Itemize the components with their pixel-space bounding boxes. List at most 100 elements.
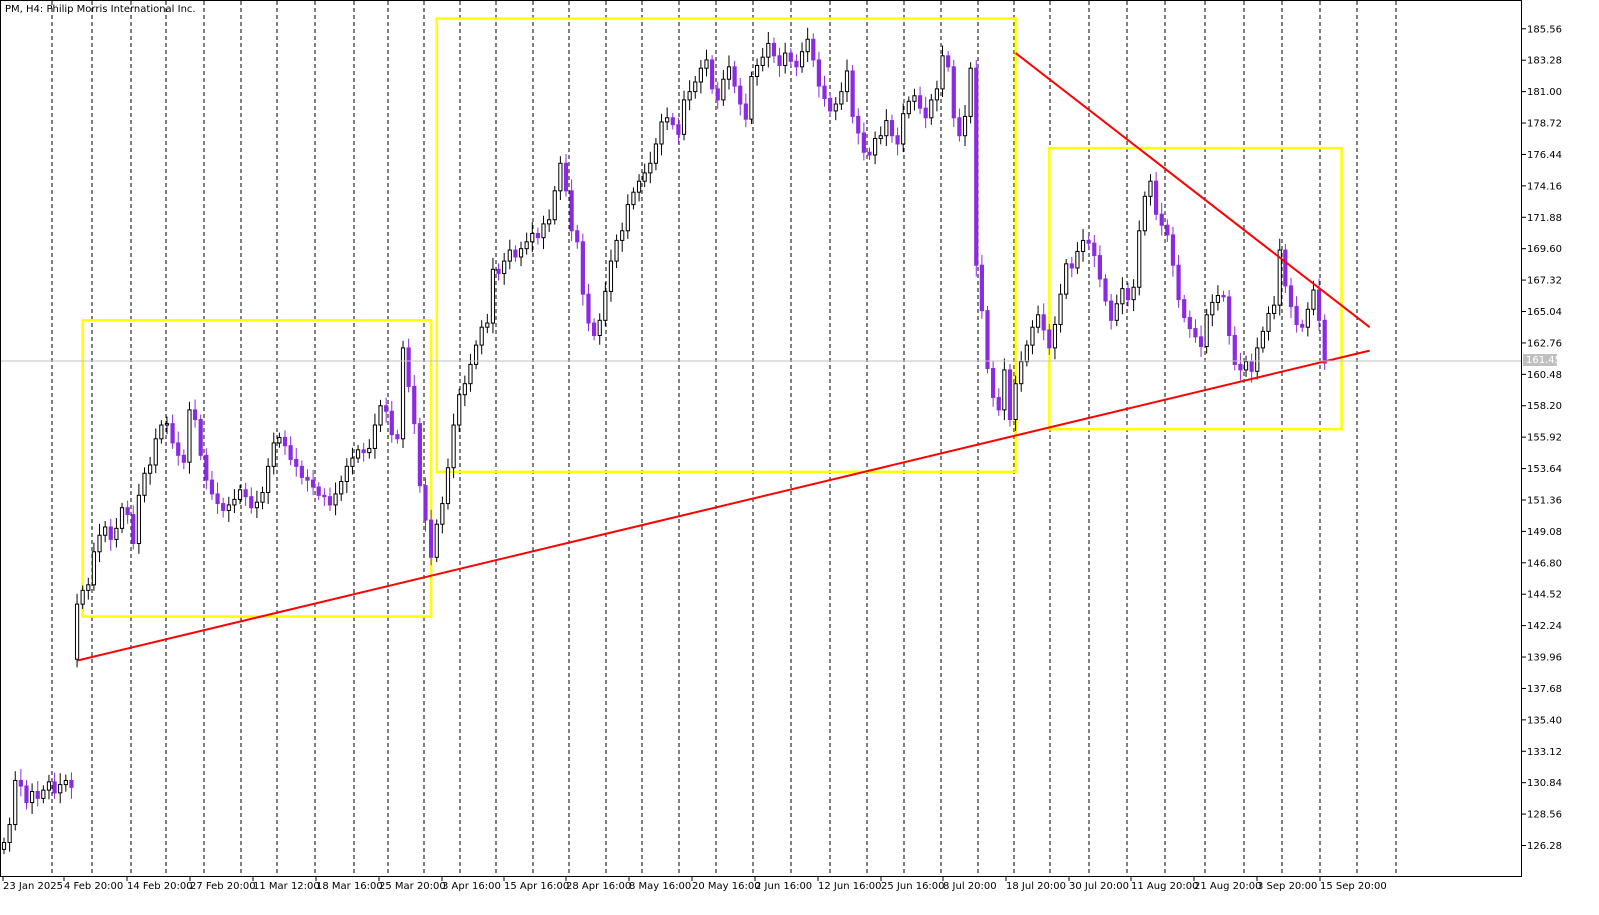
candle-body [603,290,608,321]
candle-body [1204,314,1209,347]
candle-body [743,103,748,120]
y-tick-label: 135.40 [1527,715,1562,726]
candle-body [766,42,771,58]
candle-body [35,790,40,799]
candle-body [569,190,574,232]
candle-body [1013,383,1018,421]
candle-body [1260,330,1265,349]
y-tick-label: 181.00 [1527,87,1562,98]
candle-body [1019,361,1024,385]
x-tick-label: 11 Mar 12:00 [253,881,320,892]
candle-body [1092,242,1097,257]
boxes-layer [81,17,1343,618]
candle-body [52,781,57,794]
x-tick-label: 20 May 16:00 [692,881,761,892]
candle-body [350,457,355,467]
y-tick-label: 174.16 [1527,181,1562,192]
y-tick-label: 149.08 [1527,527,1562,538]
candle-body [462,383,467,396]
candle-body [1103,278,1108,302]
candle-body [828,98,833,112]
candle-body [1288,285,1294,308]
candle-body [1047,329,1052,349]
candle-body [715,88,720,101]
candle-body [822,85,827,100]
candle-body [738,85,743,105]
candle-body [760,56,765,66]
y-tick-label: 176.44 [1527,150,1562,161]
range-box [1048,146,1343,431]
candle-body [232,498,237,506]
candle-body [1182,299,1187,319]
y-tick-label: 167.32 [1527,276,1562,287]
candle-body [873,137,878,156]
candle-body [856,115,861,134]
candle-body [41,789,46,799]
grid-layer [51,1,1397,876]
y-tick-label: 144.52 [1527,590,1562,601]
candle-body [86,584,91,591]
candle-body [962,115,968,137]
candle-body [367,447,372,454]
x-tick-label: 3 Apr 16:00 [442,881,501,892]
candle-body [406,347,411,387]
candle-body [535,233,540,239]
candle-body [13,779,18,826]
candle-body [479,326,484,346]
candle-body [1266,312,1271,332]
candle-body [687,91,692,101]
candle-body [1,841,7,850]
candle-body [1052,323,1058,349]
candle-body [159,424,164,440]
candle-body [434,523,439,558]
candle-body [929,99,934,119]
y-tick-label: 183.28 [1527,56,1562,67]
candle-body [889,120,895,137]
candle-body [58,784,63,794]
y-tick-label: 142.24 [1527,621,1562,632]
candle-body [1086,239,1091,244]
candle-body [912,95,917,102]
y-tick-label: 153.64 [1527,464,1562,475]
candle-body [333,493,338,506]
candle-body [204,454,209,481]
candle-body [1232,334,1237,365]
candle-body [485,322,490,328]
last-price-label: 161.45 [1526,355,1561,366]
candle-body [575,230,580,243]
x-tick-label: 25 Mar 20:00 [379,881,446,892]
candle-body [1305,308,1310,328]
candle-body [176,442,181,456]
candle-body [46,781,52,791]
candle-body [636,180,642,193]
x-tick-label: 28 Apr 16:00 [566,881,631,892]
candle-body [502,260,507,274]
candle-body [974,67,979,266]
y-tick-label: 130.84 [1527,778,1562,789]
x-tick-label: 15 Sep 20:00 [1320,881,1387,892]
candle-body [1064,263,1069,295]
candle-body [181,454,186,463]
candle-body [1080,239,1086,252]
candle-body [148,464,153,474]
candle-body [209,479,215,495]
candle-body [153,438,158,466]
candle-body [490,268,496,324]
candle-body [917,95,923,109]
candle-body [659,121,664,145]
candle-body [327,496,333,506]
candle-body [389,410,394,436]
candle-body [1170,234,1176,266]
candle-body [473,344,479,365]
candle-body [24,785,29,804]
candle-body [249,496,254,509]
candle-body [906,100,911,115]
candle-body [18,779,23,787]
x-tick-label: 2 Jun 16:00 [755,881,812,892]
candle-body [355,449,361,459]
y-tick-label: 137.68 [1527,684,1562,695]
candle-body [142,472,147,496]
candle-body [1131,286,1136,301]
